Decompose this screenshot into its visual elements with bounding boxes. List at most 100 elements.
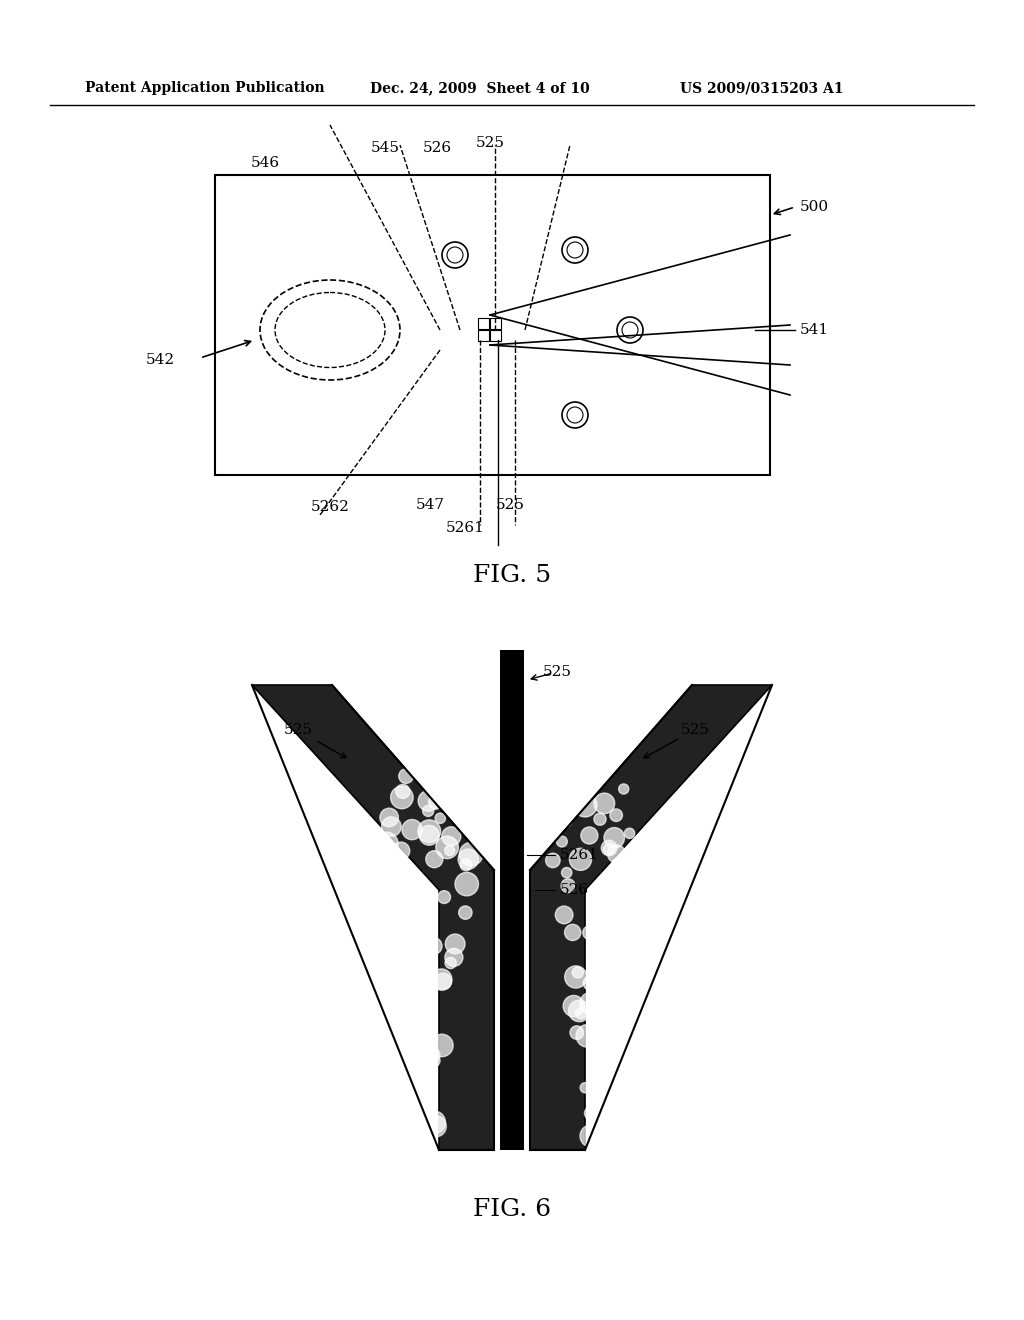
Circle shape [389,974,400,985]
Circle shape [672,931,687,946]
Text: Patent Application Publication: Patent Application Publication [85,81,325,95]
Circle shape [460,842,483,866]
Text: 526: 526 [423,141,452,154]
Circle shape [458,694,477,714]
Circle shape [609,958,632,982]
Text: 542: 542 [145,352,175,367]
Circle shape [444,948,463,966]
Circle shape [741,1126,754,1138]
Circle shape [657,1026,678,1045]
Circle shape [652,1093,671,1111]
Circle shape [643,1034,665,1055]
Text: 547: 547 [416,498,444,512]
Circle shape [445,722,463,739]
Circle shape [575,723,587,734]
Circle shape [694,1008,712,1026]
Text: US 2009/0315203 A1: US 2009/0315203 A1 [680,81,844,95]
Circle shape [677,925,688,936]
Circle shape [373,841,395,863]
Circle shape [271,1137,289,1154]
Circle shape [473,677,494,697]
Circle shape [420,762,437,779]
Circle shape [562,238,588,263]
Circle shape [647,916,663,932]
Circle shape [427,742,442,758]
Circle shape [309,1084,329,1102]
Circle shape [639,1074,659,1094]
Text: 525: 525 [681,723,710,737]
Circle shape [402,820,422,840]
Circle shape [416,734,426,744]
Circle shape [451,783,464,796]
Circle shape [624,1030,635,1041]
Polygon shape [530,685,772,1150]
Circle shape [755,1129,774,1148]
Text: 526: 526 [560,883,589,898]
Circle shape [710,1032,731,1053]
Circle shape [548,779,558,789]
Bar [215,176,770,475]
Circle shape [426,729,442,744]
Circle shape [731,1125,753,1147]
Circle shape [442,734,463,755]
Text: 541: 541 [800,323,829,337]
Circle shape [383,1077,395,1089]
Circle shape [624,849,647,873]
Circle shape [322,1074,337,1089]
Circle shape [625,828,635,838]
Text: Dec. 24, 2009  Sheet 4 of 10: Dec. 24, 2009 Sheet 4 of 10 [370,81,590,95]
Circle shape [342,957,354,969]
Circle shape [447,247,463,263]
Circle shape [454,700,471,718]
Circle shape [589,1098,603,1113]
Circle shape [397,1010,411,1024]
Circle shape [563,777,574,789]
Circle shape [622,322,638,338]
Circle shape [648,880,664,896]
Bar [500,649,524,1150]
Circle shape [551,807,573,829]
Circle shape [574,729,592,746]
Circle shape [578,795,589,807]
Circle shape [395,784,410,799]
Circle shape [375,962,388,977]
Circle shape [554,805,570,822]
Circle shape [555,758,567,770]
Circle shape [564,924,581,941]
Circle shape [676,933,693,952]
Circle shape [333,975,352,995]
Circle shape [470,791,486,807]
Circle shape [421,1060,431,1071]
Circle shape [391,1084,412,1102]
Circle shape [459,906,472,919]
Circle shape [382,876,400,895]
Circle shape [634,1135,655,1156]
Text: 500: 500 [800,201,829,214]
Circle shape [425,937,442,954]
Circle shape [550,795,569,814]
Circle shape [744,1118,763,1135]
Circle shape [382,817,401,837]
Circle shape [349,1101,367,1118]
Text: 525: 525 [496,498,524,512]
Circle shape [577,701,598,722]
Text: 525: 525 [543,665,571,678]
Circle shape [455,873,478,896]
Circle shape [694,1048,706,1059]
Circle shape [648,990,664,1005]
Circle shape [380,808,398,826]
Circle shape [564,966,587,989]
Circle shape [371,1089,392,1110]
Circle shape [536,711,546,722]
Circle shape [561,867,571,878]
Circle shape [671,1109,689,1126]
Circle shape [647,1047,658,1057]
Circle shape [594,813,606,825]
Circle shape [606,964,623,981]
Circle shape [562,403,588,428]
Circle shape [385,1121,402,1138]
Circle shape [327,1074,339,1086]
Circle shape [721,1057,740,1077]
Circle shape [624,924,644,945]
Circle shape [359,846,383,869]
